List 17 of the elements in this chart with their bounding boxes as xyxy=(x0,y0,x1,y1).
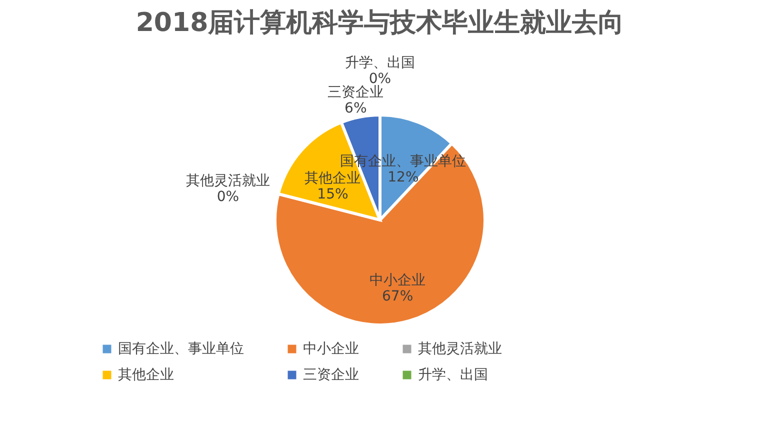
data-label: 6% xyxy=(344,100,367,116)
legend-label: 其他企业 xyxy=(118,367,174,383)
text: 0% xyxy=(216,188,240,205)
slice-label: 三资企业 xyxy=(328,84,384,100)
legend-label: 国有企业、事业单位 xyxy=(118,341,244,357)
legend-label: 中小企业 xyxy=(303,341,359,357)
data-label: 15% xyxy=(317,186,348,202)
category-label: 升学、出国 xyxy=(345,55,415,71)
legend-label: 其他灵活就业 xyxy=(418,341,502,357)
data-label: 12% xyxy=(388,169,419,186)
chart-title: 2018届计算机科学与技术毕业生就业去向 xyxy=(136,8,624,38)
legend-label: 三资企业 xyxy=(303,367,359,383)
category-label: 其他灵活就业 xyxy=(186,172,270,189)
legend-label: 升学、出国 xyxy=(418,367,488,383)
slice-label: 中小企业 xyxy=(370,272,426,288)
slice-label: 其他企业 xyxy=(304,170,361,186)
data-label: 67% xyxy=(382,288,414,304)
